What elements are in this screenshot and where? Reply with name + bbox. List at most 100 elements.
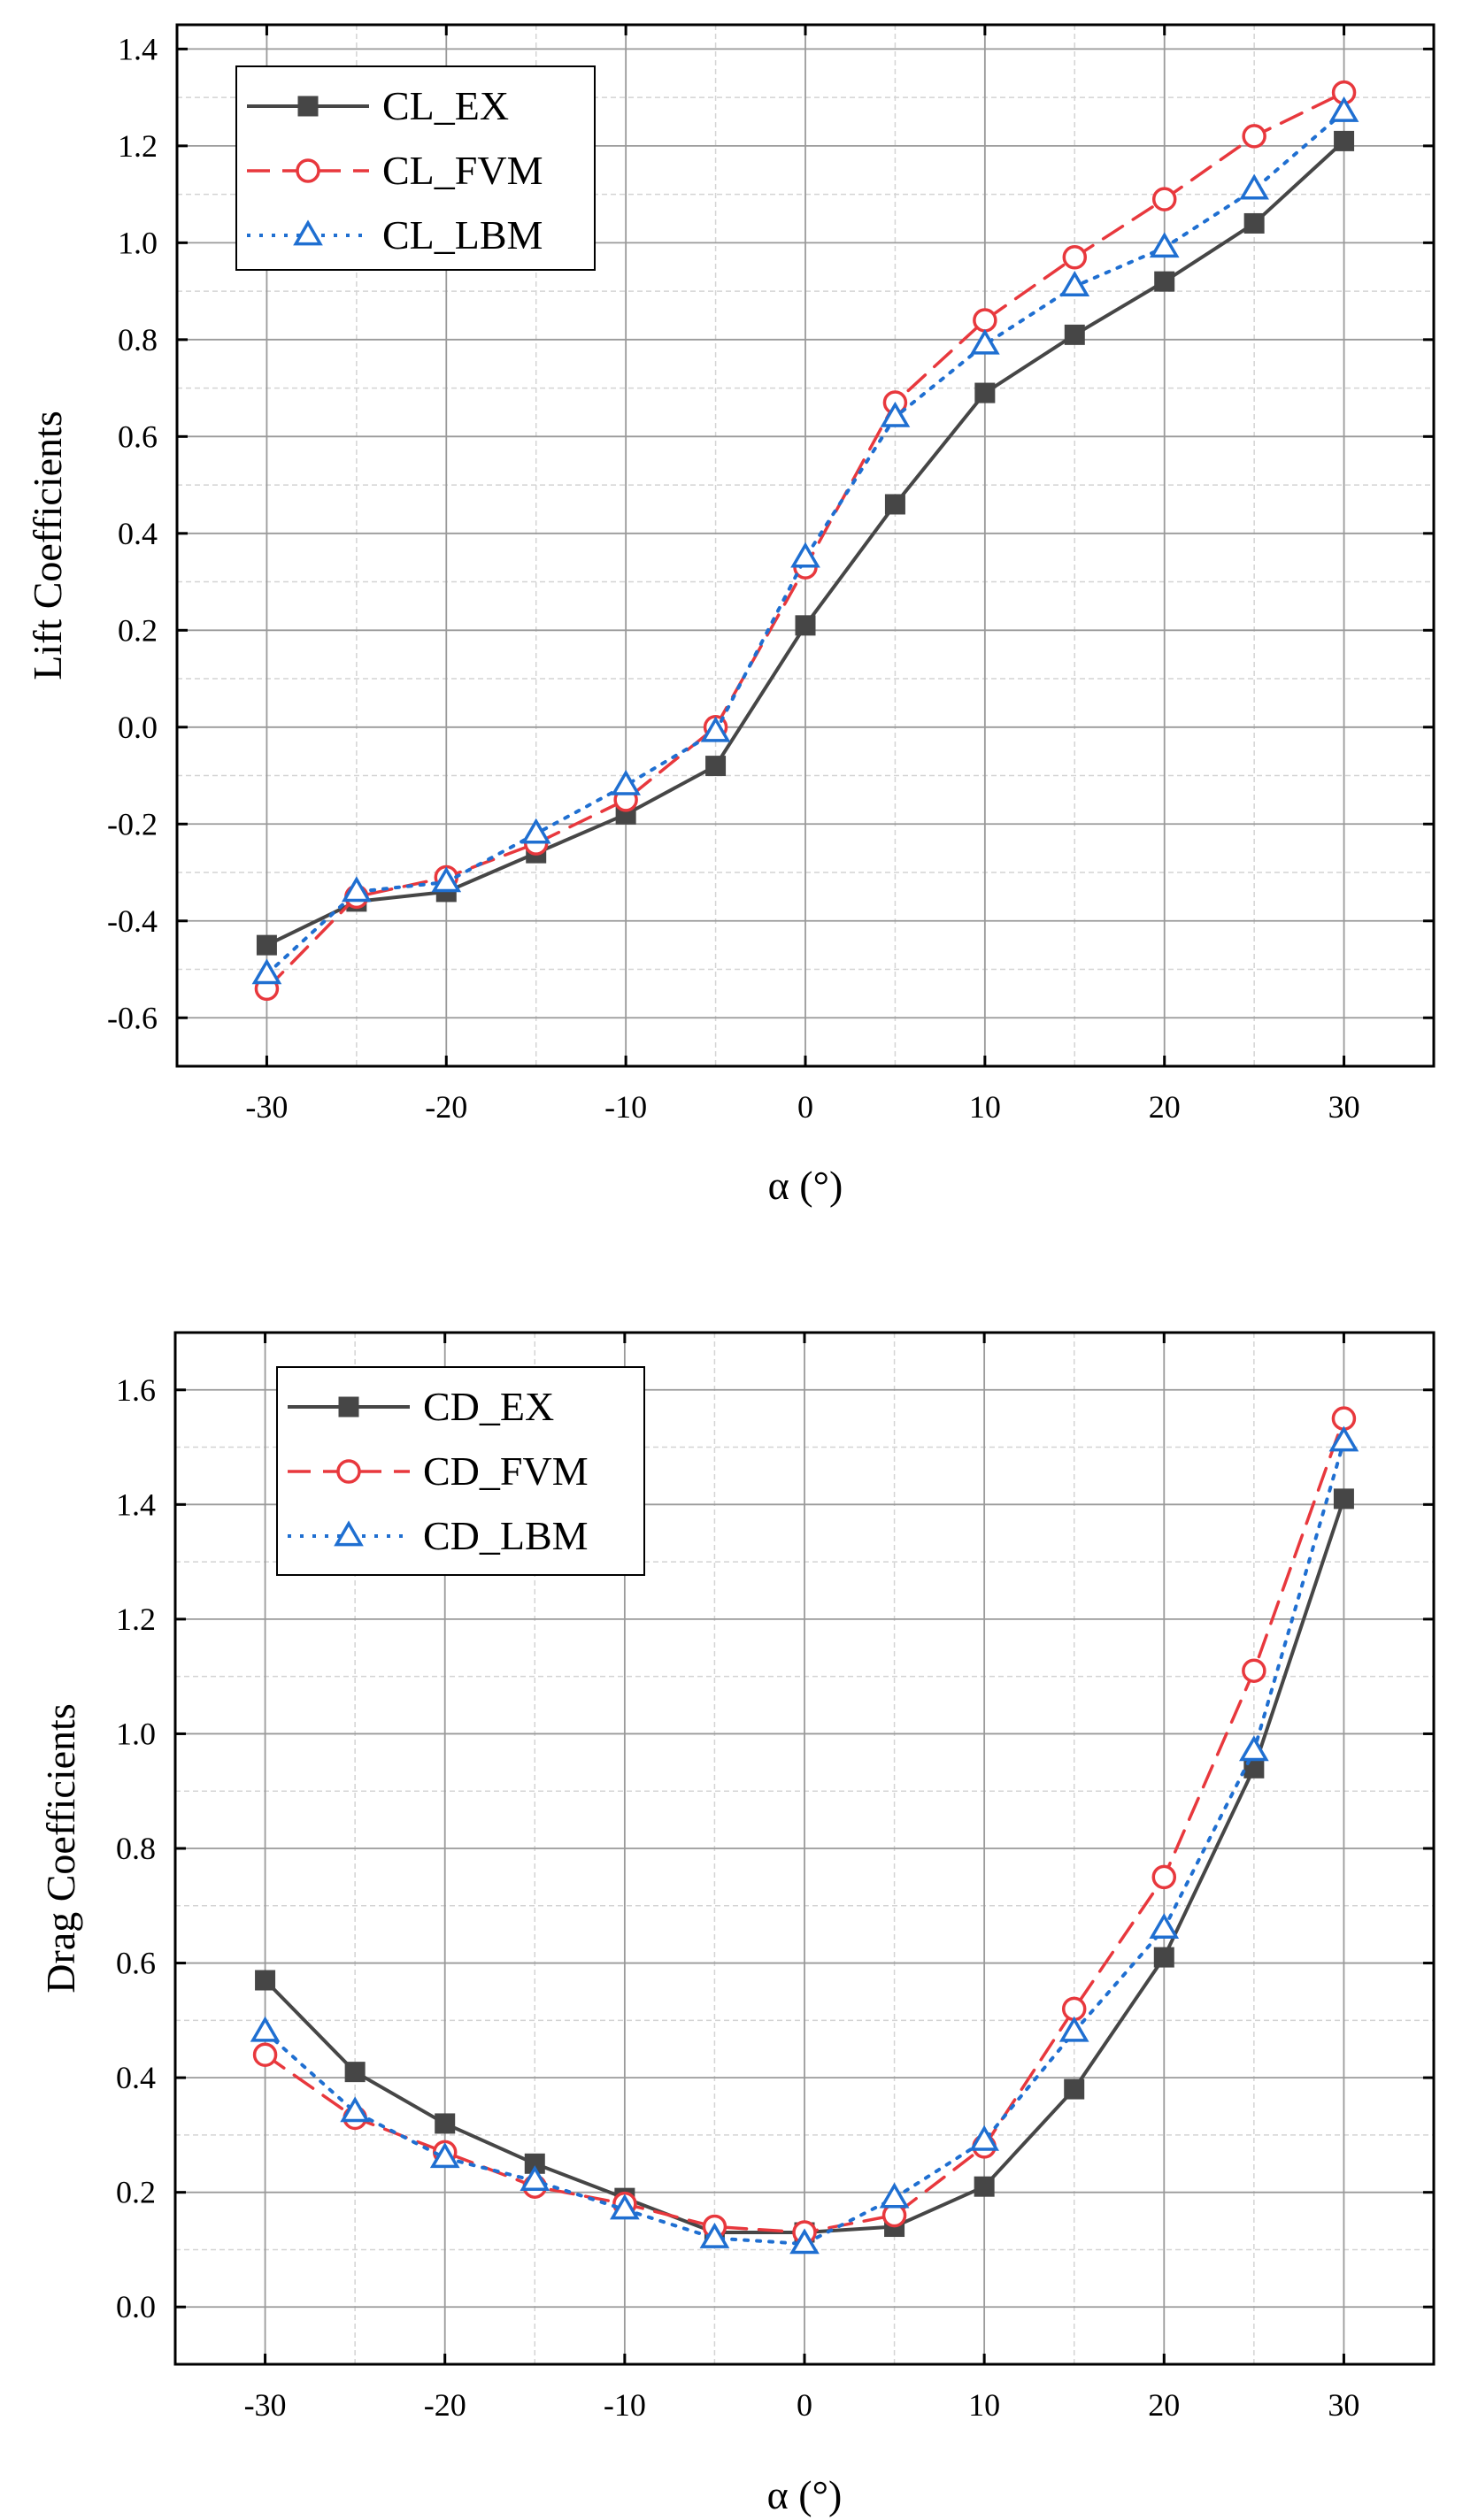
y-tick-label: 1.2 (116, 1602, 156, 1637)
x-tick-label: 0 (797, 2387, 812, 2423)
x-axis-title: α (°) (768, 1163, 843, 1208)
legend-label: CD_LBM (423, 1513, 589, 1558)
y-tick-label: -0.6 (107, 1000, 158, 1035)
data-point (611, 769, 641, 795)
x-tick-label: 20 (1149, 1089, 1181, 1125)
data-point (1243, 212, 1265, 234)
y-tick-label: 1.6 (116, 1372, 156, 1408)
y-tick-label: 1.4 (118, 31, 158, 66)
data-point (1059, 271, 1090, 296)
data-point (1151, 187, 1177, 211)
data-point (256, 934, 277, 956)
data-point (1149, 232, 1180, 258)
x-tick-label: -30 (245, 1089, 288, 1125)
data-point (1154, 271, 1175, 292)
y-tick-label: 1.0 (116, 1716, 156, 1751)
x-tick-label: 10 (969, 1089, 1001, 1125)
series-CD_LBM (250, 1425, 1359, 2255)
data-point (1151, 1864, 1177, 1890)
data-point (1064, 2078, 1085, 2100)
data-point (255, 1970, 276, 1991)
data-point (1328, 1425, 1359, 1452)
legend-box (235, 65, 596, 271)
data-point (1153, 1947, 1174, 1968)
data-point (1149, 1913, 1180, 1940)
y-tick-label: -0.4 (107, 903, 158, 939)
data-point (790, 542, 820, 568)
x-tick-label: -30 (244, 2387, 287, 2423)
data-point (1239, 1735, 1269, 1762)
legend-marker (334, 1520, 364, 1547)
y-tick-label: 1.0 (118, 225, 158, 260)
data-point (342, 876, 372, 903)
y-tick-label: 0.0 (116, 2289, 156, 2324)
x-tick-label: -20 (424, 2387, 466, 2423)
data-point (973, 308, 997, 333)
legend-marker (293, 219, 323, 246)
data-point (520, 818, 551, 844)
data-point (879, 2182, 910, 2209)
data-point (1328, 96, 1359, 122)
data-point (699, 2222, 730, 2248)
y-tick-label: 0.2 (118, 612, 158, 648)
data-point (970, 328, 1000, 355)
x-tick-label: -10 (604, 1089, 647, 1125)
data-point (250, 2016, 281, 2042)
series-CL_LBM (251, 96, 1359, 985)
legend-label: CD_EX (423, 1384, 554, 1429)
data-point (705, 756, 727, 777)
legend-marker (297, 96, 319, 117)
grid (175, 1333, 1434, 2364)
axes: -30 -20 -10 0 10 20 30 0.0 0.2 0.4 0.6 0.8 1.0 1.2 1.4… (116, 1333, 1434, 2423)
data-point (1333, 1488, 1354, 1510)
data-point (610, 2193, 640, 2220)
x-tick-label: -10 (604, 2387, 646, 2423)
legend-marker (338, 1396, 359, 1418)
axes: -30 -20 -10 0 10 20 30 -0.6 -0.4 -0.2 0.0 0.2 0.4 0.6… (107, 25, 1434, 1125)
data-point (1242, 1658, 1266, 1683)
data-point (520, 2165, 550, 2192)
x-tick-label: 30 (1328, 1089, 1360, 1125)
data-point (252, 2042, 278, 2067)
data-point (429, 2142, 460, 2169)
data-point (884, 494, 905, 515)
y-tick-label: 0.8 (118, 322, 158, 357)
data-point (431, 866, 462, 893)
legend-marker (296, 158, 320, 183)
data-point (795, 615, 816, 636)
data-point (340, 2096, 370, 2123)
y-tick-label: 0.6 (118, 419, 158, 454)
y-axis-title: Drag Coefficients (38, 1703, 83, 1993)
data-point (1242, 124, 1266, 149)
chart-lift: -30 -20 -10 0 10 20 30 -0.6 -0.4 -0.2 0.0 0.2 0.4 0.6… (25, 23, 1436, 1208)
y-tick-label: 0.6 (116, 1946, 156, 1981)
data-point (880, 401, 911, 427)
y-tick-label: 0.2 (116, 2175, 156, 2210)
y-tick-label: 0.4 (118, 516, 158, 551)
data-point (969, 2124, 999, 2151)
data-point (344, 2062, 366, 2083)
data-point (1239, 173, 1269, 200)
data-point (1062, 245, 1088, 270)
chart-drag: -30 -20 -10 0 10 20 30 0.0 0.2 0.4 0.6 0.8 1.0 1.2 1.4… (38, 1331, 1436, 2517)
x-tick-label: 30 (1328, 2387, 1359, 2423)
legend-label: CL_FVM (382, 148, 543, 193)
legend: CL_EX CL_FVM CL_LBM (235, 65, 596, 271)
data-point (251, 958, 282, 985)
data-point (435, 2113, 456, 2134)
x-tick-label: -20 (425, 1089, 467, 1125)
y-tick-label: 1.4 (116, 1487, 156, 1522)
data-point (1064, 324, 1085, 345)
y-tick-label: 0.4 (116, 2060, 156, 2095)
x-tick-label: 0 (797, 1089, 813, 1125)
legend-label: CL_EX (382, 83, 509, 128)
data-point (974, 382, 996, 403)
data-point (789, 2228, 820, 2255)
x-tick-label: 10 (968, 2387, 1000, 2423)
y-axis-title: Lift Coefficients (25, 411, 70, 680)
y-tick-label: 0.8 (116, 1831, 156, 1866)
legend: CD_EX CD_FVM CD_LBM (276, 1366, 645, 1576)
legend-marker (336, 1459, 361, 1484)
data-point (1334, 130, 1355, 151)
